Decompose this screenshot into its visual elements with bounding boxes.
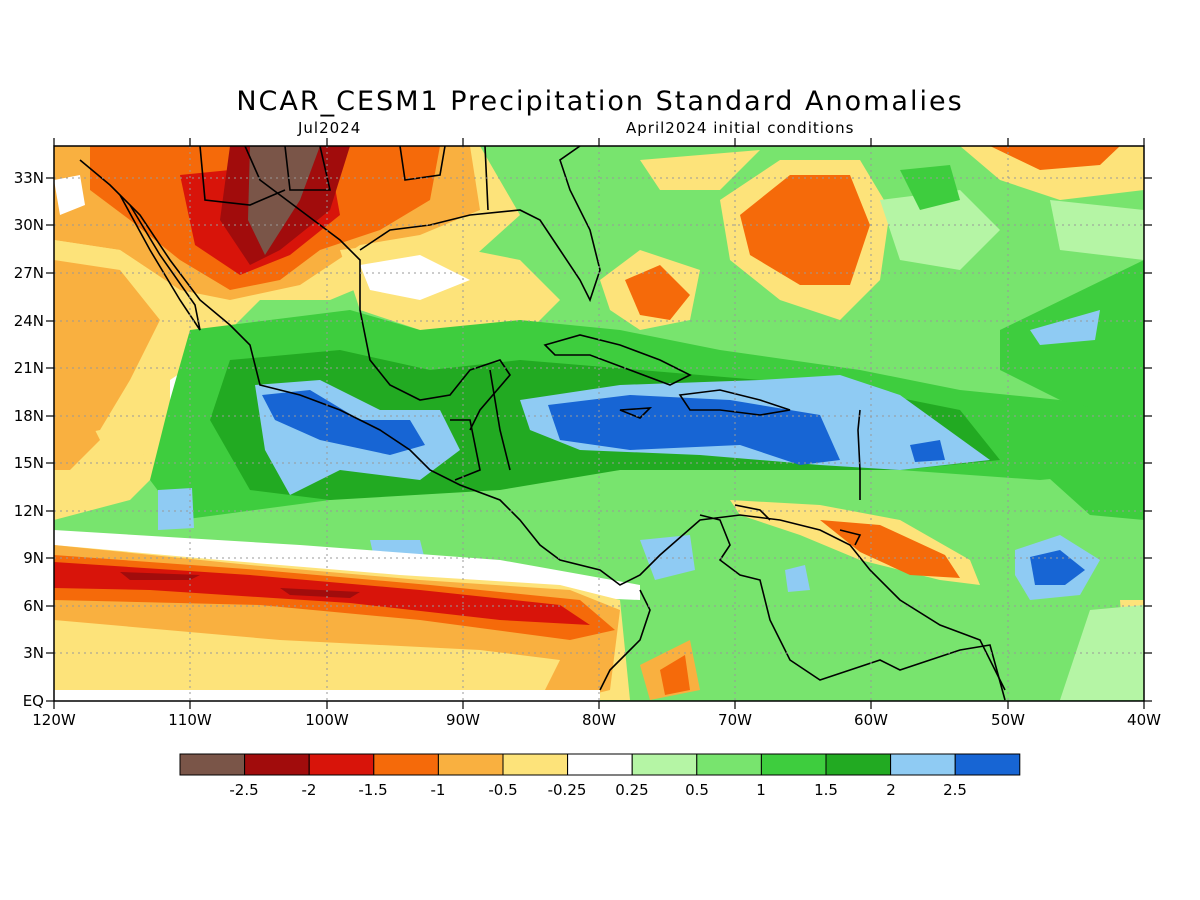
- lat-tick-label: 12N: [14, 502, 44, 520]
- colorbar-label: -0.25: [548, 781, 587, 799]
- lat-tick-label: 33N: [14, 169, 44, 187]
- colorbar-label: -0.5: [488, 781, 517, 799]
- forecast-month: Jul2024: [298, 119, 362, 137]
- lat-tick-label: EQ: [23, 692, 44, 710]
- colorbar-swatch: [567, 753, 633, 776]
- lat-tick-label: 6N: [23, 597, 44, 615]
- lon-tick-label: 50W: [991, 711, 1025, 729]
- colorbar-label: 2: [886, 781, 896, 799]
- lat-tick-label: 24N: [14, 312, 44, 330]
- colorbar-swatch: [437, 753, 504, 776]
- lon-tick-label: 70W: [718, 711, 752, 729]
- colorbar-label: -2: [302, 781, 317, 799]
- lon-tick-label: 90W: [446, 711, 480, 729]
- lon-tick-label: 40W: [1127, 711, 1161, 729]
- lon-tick-label: 100W: [305, 711, 349, 729]
- lon-tick-labels: 120W 110W 100W 90W 80W 70W 60W 50W 40W: [32, 711, 1161, 729]
- colorbar-label: 0.5: [685, 781, 709, 799]
- lat-tick-label: 30N: [14, 216, 44, 234]
- lat-tick-label: 27N: [14, 264, 44, 282]
- colorbar-labels: -2.5 -2 -1.5 -1 -0.5 -0.25 0.25 0.5 1 1.…: [229, 781, 967, 799]
- map-title: NCAR_CESM1 Precipitation Standard Anomal…: [236, 86, 964, 117]
- colorbar-label: -1.5: [358, 781, 387, 799]
- colorbar-swatch: [890, 753, 956, 776]
- lat-tick-labels: EQ 3N 6N 9N 12N 15N 18N 21N 24N 27N 30N …: [14, 169, 44, 710]
- colorbar-swatch: [308, 753, 375, 776]
- tick-marks: [46, 138, 1152, 709]
- lon-tick-label: 110W: [168, 711, 212, 729]
- gridlines: [54, 146, 1144, 701]
- lat-tick-label: 18N: [14, 407, 44, 425]
- colorbar-swatch: [825, 753, 892, 776]
- initial-conditions: April2024 initial conditions: [626, 119, 855, 137]
- lon-tick-label: 80W: [582, 711, 616, 729]
- colorbar-swatch: [954, 753, 1021, 776]
- coastlines: [79, 146, 1006, 701]
- lon-tick-label: 120W: [32, 711, 76, 729]
- colorbar-label: 2.5: [943, 781, 967, 799]
- colorbar-swatch: [760, 753, 827, 776]
- lon-tick-label: 60W: [854, 711, 888, 729]
- anomaly-field: [54, 146, 1144, 701]
- colorbar: [179, 753, 1021, 776]
- colorbar-swatch: [696, 753, 762, 776]
- colorbar-swatch: [179, 753, 246, 776]
- colorbar-label: -1: [431, 781, 446, 799]
- lat-tick-label: 21N: [14, 359, 44, 377]
- colorbar-label: 1.5: [814, 781, 838, 799]
- colorbar-swatch: [244, 753, 310, 776]
- colorbar-label: -2.5: [229, 781, 258, 799]
- lat-tick-label: 3N: [23, 644, 44, 662]
- colorbar-swatch: [631, 753, 698, 776]
- lat-tick-label: 9N: [23, 549, 44, 567]
- colorbar-swatch: [373, 753, 439, 776]
- colorbar-label: 0.25: [615, 781, 648, 799]
- colorbar-swatch: [502, 753, 569, 776]
- lat-tick-label: 15N: [14, 454, 44, 472]
- colorbar-label: 1: [756, 781, 766, 799]
